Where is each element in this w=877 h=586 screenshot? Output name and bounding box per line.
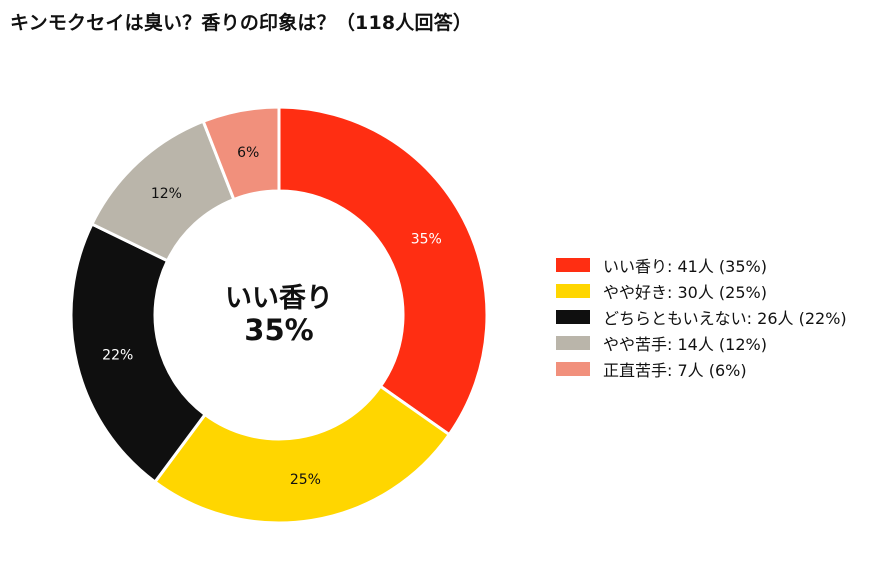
donut-slice-1 [277,105,489,437]
legend-label: いい香り: 41人 (35%) [603,257,767,276]
legend-label: やや好き: 30人 (25%) [603,283,767,302]
legend-swatch [556,258,590,272]
legend-label: やや苦手: 14人 (12%) [603,335,767,354]
chart-title: キンモクセイは臭い？香りの印象は？（118人回答） [10,12,473,34]
legend-item: 正直苦手: 7人 (6%) [556,356,874,382]
slice-percent-label: 6% [237,145,259,161]
donut-slice-2 [152,384,452,525]
donut-chart: 35% 25% 22% 12% 6% いい香り 35% [69,105,489,525]
slice-percent-label: 22% [102,347,133,363]
legend-swatch [556,284,590,298]
legend-label: 正直苦手: 7人 (6%) [603,361,747,380]
donut-slice-labels: 35% 25% 22% 12% 6% [102,145,442,488]
donut-slice-5 [201,105,281,202]
legend-item: いい香り: 41人 (35%) [556,252,874,278]
legend-item: やや苦手: 14人 (12%) [556,330,874,356]
center-value: 35% [244,313,313,347]
legend-swatch [556,310,590,324]
slice-percent-label: 12% [151,186,182,202]
center-label: いい香り [225,283,333,314]
legend-item: やや好き: 30人 (25%) [556,278,874,304]
legend-label: どちらともいえない: 26人 (22%) [603,309,847,328]
slice-percent-label: 25% [290,472,321,488]
legend-swatch [556,362,590,376]
donut-slices [69,105,489,525]
legend-item: どちらともいえない: 26人 (22%) [556,304,874,330]
legend-swatch [556,336,590,350]
legend: いい香り: 41人 (35%) やや好き: 30人 (25%) どちらともいえない:… [556,252,874,382]
slice-percent-label: 35% [411,231,442,247]
donut-slice-3 [69,222,208,485]
